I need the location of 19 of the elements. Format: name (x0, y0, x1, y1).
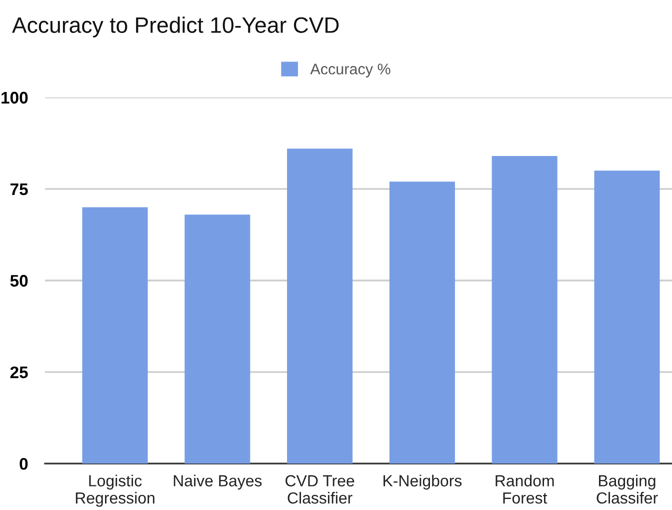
y-tick-label: 100 (2, 92, 28, 104)
bar (594, 170, 660, 464)
chart-title: Accuracy to Predict 10-Year CVD (12, 16, 339, 38)
x-tick-label: CVD Tree Classifier (286, 475, 354, 504)
x-tick-label: Bagging Classifer (596, 474, 658, 504)
y-tick-label: 75 (10, 184, 28, 196)
y-tick-label: 0 (20, 458, 28, 470)
bar (287, 148, 353, 464)
x-tick-label: K-Neigbors (384, 474, 462, 490)
legend-label: Accuracy % (310, 64, 390, 78)
bar (184, 214, 250, 464)
bar (82, 207, 148, 464)
bar (492, 156, 558, 464)
x-tick-label: Naive Bayes (174, 474, 262, 490)
x-tick-label: Logistic Regression (76, 474, 154, 507)
bar (389, 182, 455, 464)
x-tick-label: Random Forest (496, 474, 554, 504)
y-tick-label: 50 (10, 274, 28, 287)
y-tick-label: 25 (10, 366, 28, 378)
